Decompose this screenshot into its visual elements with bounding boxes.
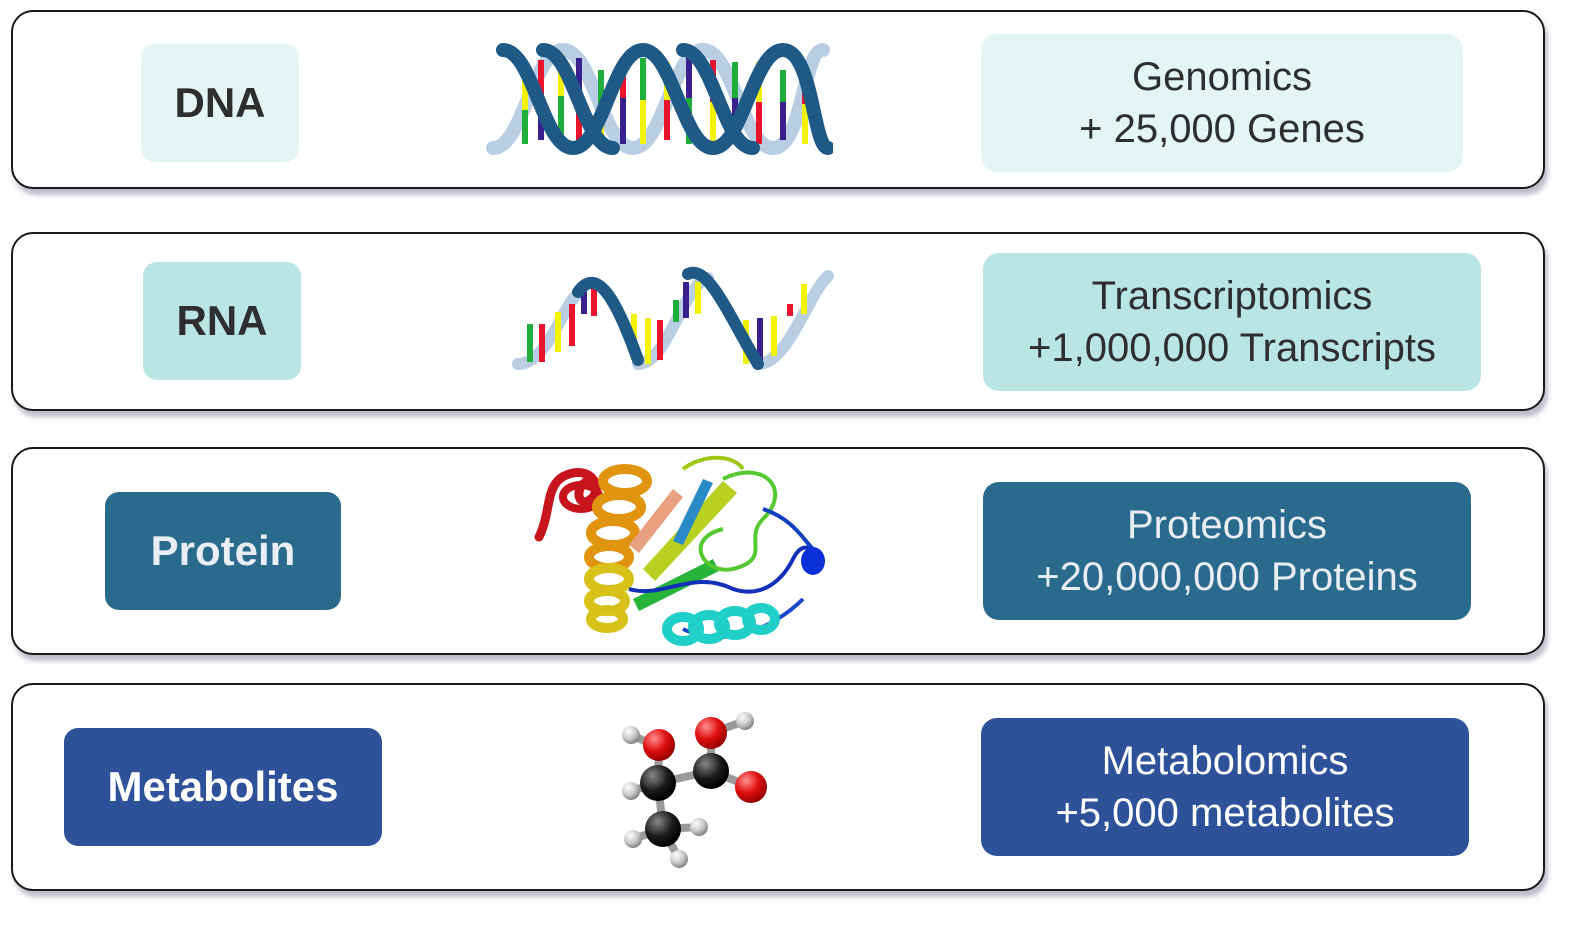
- genomics-box: Genomics + 25,000 Genes: [981, 34, 1463, 172]
- dna-helix-image: [486, 42, 833, 156]
- metabolites-label: Metabolites: [64, 728, 382, 846]
- rna-label: RNA: [143, 262, 301, 380]
- genomics-title: Genomics: [1131, 55, 1313, 99]
- proteomics-count: +20,000,000 Proteins: [1036, 555, 1418, 599]
- protein-label: Protein: [105, 492, 341, 610]
- protein-structure-image: [534, 455, 825, 646]
- genomics-count: + 25,000 Genes: [1079, 107, 1365, 151]
- transcriptomics-title: Transcriptomics: [1091, 274, 1373, 318]
- dna-row: DNA: [11, 10, 1545, 189]
- transcriptomics-count: +1,000,000 Transcripts: [1027, 326, 1437, 370]
- metabolomics-title: Metabolomics: [1101, 739, 1349, 783]
- transcriptomics-box: Transcriptomics +1,000,000 Transcripts: [983, 253, 1481, 391]
- proteomics-title: Proteomics: [1126, 503, 1328, 547]
- metabolomics-box: Metabolomics +5,000 metabolites: [981, 718, 1469, 856]
- metabolites-row: Metabolites: [11, 683, 1545, 891]
- proteomics-box: Proteomics +20,000,000 Proteins: [983, 482, 1471, 620]
- metabolomics-count: +5,000 metabolites: [1055, 791, 1395, 835]
- dna-label: DNA: [141, 44, 299, 162]
- protein-row: Protein: [11, 447, 1545, 655]
- rna-strand-image: [512, 266, 834, 370]
- rna-row: RNA Transcriptomics +1,0: [11, 232, 1545, 411]
- metabolite-molecule-image: [622, 712, 767, 868]
